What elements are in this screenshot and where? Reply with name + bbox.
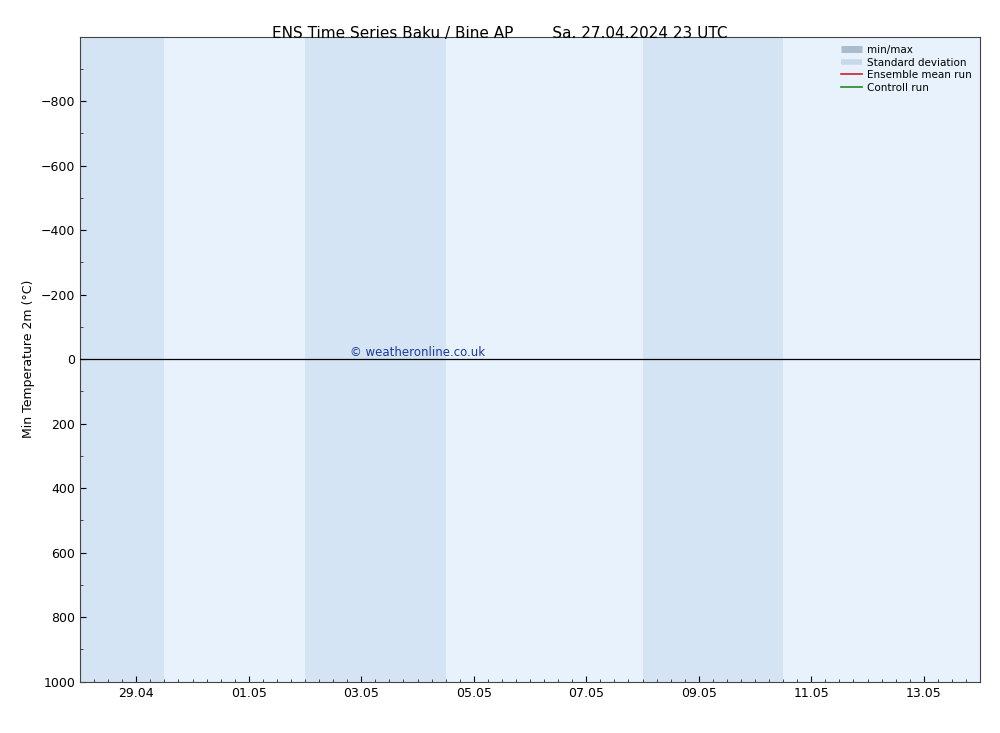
Bar bbox=[305, 37, 446, 682]
Bar bbox=[642, 37, 783, 682]
Y-axis label: Min Temperature 2m (°C): Min Temperature 2m (°C) bbox=[22, 280, 35, 438]
Text: ENS Time Series Baku / Bine AP        Sa. 27.04.2024 23 UTC: ENS Time Series Baku / Bine AP Sa. 27.04… bbox=[272, 26, 728, 40]
Legend: min/max, Standard deviation, Ensemble mean run, Controll run: min/max, Standard deviation, Ensemble me… bbox=[838, 42, 975, 96]
Text: © weatheronline.co.uk: © weatheronline.co.uk bbox=[350, 346, 485, 359]
Bar bbox=[80, 37, 164, 682]
